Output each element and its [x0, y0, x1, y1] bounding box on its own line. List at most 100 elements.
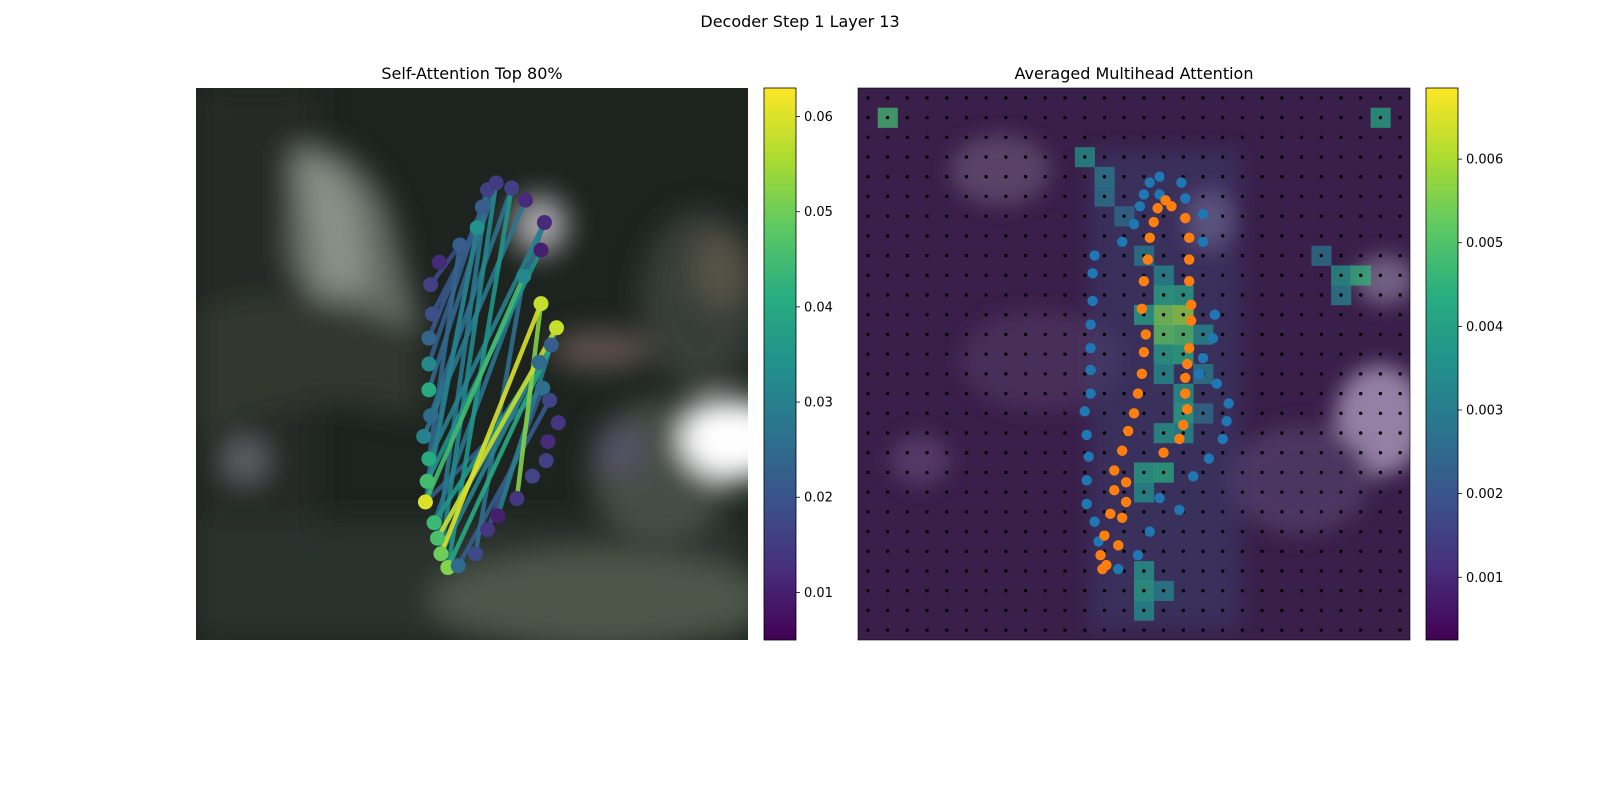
grid-dot [1319, 589, 1323, 593]
grid-dot [1260, 253, 1264, 258]
grid-dot [1063, 510, 1067, 514]
grid-dot [866, 470, 870, 475]
grid-dot [1043, 234, 1047, 238]
grid-dot [1004, 352, 1008, 356]
grid-dot [1181, 332, 1185, 337]
blue-reference-point [1113, 563, 1124, 575]
orange-sampling-point [1120, 477, 1132, 488]
grid-dot [1319, 332, 1323, 337]
grid-dot [1102, 589, 1107, 593]
attention-point [474, 199, 490, 215]
grid-dot [1299, 569, 1304, 573]
grid-dot [866, 431, 870, 435]
grid-dot [885, 293, 890, 297]
grid-dot [1122, 608, 1126, 613]
grid-dot [905, 313, 909, 317]
grid-dot [1201, 253, 1205, 258]
blue-reference-point [1081, 498, 1092, 510]
grid-dot [905, 135, 909, 139]
grid-dot [945, 96, 949, 100]
attention-point [504, 180, 520, 196]
grid-dot [1181, 628, 1185, 632]
blue-reference-point [1132, 550, 1144, 561]
orange-sampling-point [1099, 530, 1110, 541]
grid-dot [1260, 293, 1264, 297]
grid-dot [1240, 194, 1245, 199]
grid-dot [1319, 155, 1323, 159]
attention-point [419, 473, 435, 489]
grid-dot [1378, 313, 1383, 317]
grid-dot [1319, 96, 1323, 100]
attention-point [431, 254, 447, 270]
grid-dot [1280, 352, 1284, 356]
grid-dot [1339, 115, 1343, 120]
grid-dot [1102, 135, 1107, 139]
grid-dot [1240, 313, 1245, 317]
grid-dot [905, 352, 909, 356]
grid-dot [1063, 115, 1067, 120]
grid-dot [964, 332, 969, 337]
grid-dot [1122, 549, 1126, 553]
right-colorbar-tick-label: 0.004 [1466, 320, 1503, 335]
grid-dot [1280, 549, 1284, 553]
grid-dot [866, 293, 870, 297]
grid-dot [964, 155, 969, 159]
grid-dot [1004, 549, 1008, 553]
grid-dot [905, 115, 909, 120]
right-colorbar-tick-label: 0.006 [1466, 153, 1503, 168]
grid-dot [866, 194, 870, 199]
grid-dot [925, 470, 929, 475]
attention-point [421, 330, 437, 346]
grid-dot [885, 115, 890, 120]
grid-dot [1023, 608, 1028, 613]
grid-dot [1201, 411, 1205, 415]
grid-dot [1280, 115, 1284, 120]
grid-dot [1221, 135, 1225, 139]
grid-dot [1023, 391, 1028, 396]
grid-dot [945, 470, 949, 475]
grid-dot [984, 569, 988, 573]
grid-dot [1359, 214, 1363, 218]
attention-point [430, 530, 445, 546]
grid-dot [964, 510, 969, 514]
grid-dot [1398, 510, 1402, 514]
grid-dot [1299, 391, 1304, 396]
grid-dot [905, 510, 909, 514]
grid-dot [1339, 313, 1343, 317]
grid-dot [1161, 135, 1166, 139]
grid-dot [1240, 431, 1245, 435]
grid-dot [1378, 234, 1383, 238]
grid-dot [905, 608, 909, 613]
grid-dot [1240, 234, 1245, 238]
grid-dot [1083, 549, 1087, 553]
grid-dot [1122, 589, 1126, 593]
grid-dot [1398, 490, 1402, 494]
grid-dot [1063, 234, 1067, 238]
grid-dot [1102, 411, 1107, 415]
attention-point [452, 237, 468, 253]
grid-dot [1023, 411, 1028, 415]
grid-dot [925, 155, 929, 159]
grid-dot [1122, 214, 1126, 218]
grid-dot [1083, 490, 1087, 494]
attention-point [480, 522, 496, 538]
grid-dot [1280, 234, 1284, 238]
orange-sampling-point [1144, 232, 1155, 244]
grid-dot [1004, 431, 1008, 435]
grid-dot [1299, 96, 1304, 100]
grid-dot [905, 96, 909, 100]
attention-point [509, 491, 525, 507]
grid-dot [1260, 510, 1264, 514]
grid-dot [1359, 589, 1363, 593]
grid-dot [1023, 628, 1028, 632]
grid-dot [1398, 253, 1402, 258]
grid-dot [1359, 431, 1363, 435]
grid-dot [1043, 608, 1047, 613]
grid-dot [1240, 214, 1245, 218]
grid-dot [1083, 135, 1087, 139]
grid-dot [945, 253, 949, 258]
grid-dot [905, 549, 909, 553]
grid-dot [1221, 155, 1225, 159]
grid-dot [1378, 273, 1383, 277]
grid-dot [1319, 569, 1323, 573]
